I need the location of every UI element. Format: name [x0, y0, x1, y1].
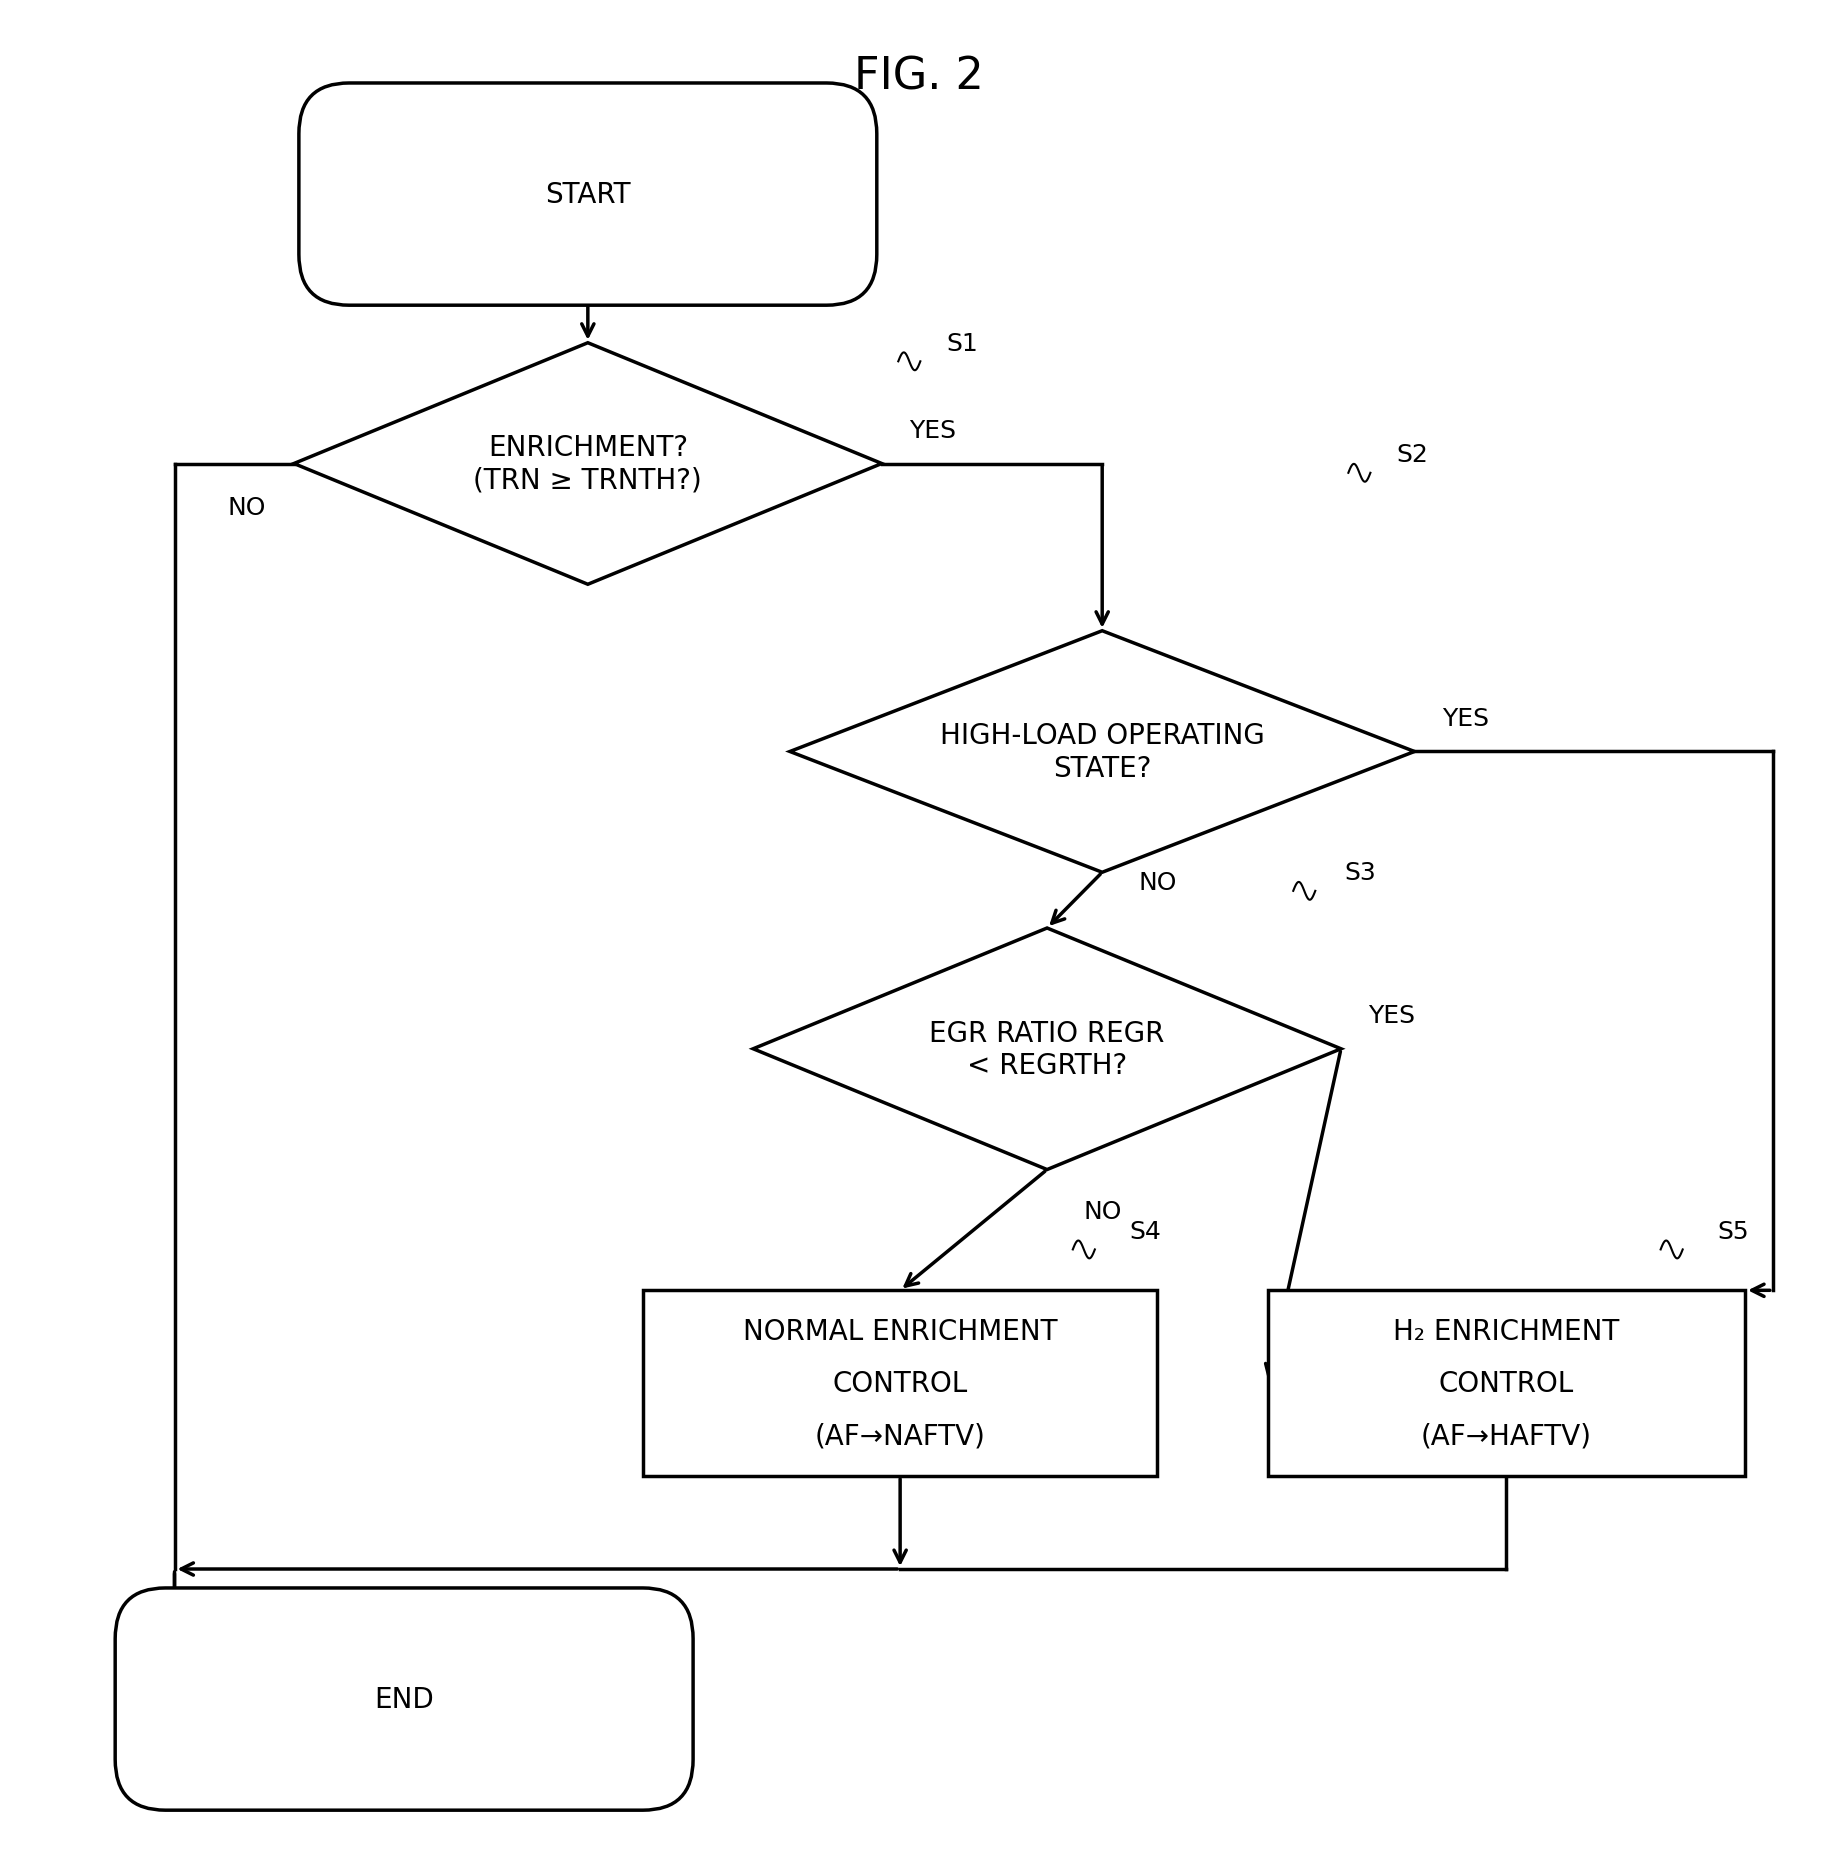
Polygon shape	[790, 631, 1414, 873]
Text: (AF→NAFTV): (AF→NAFTV)	[814, 1421, 986, 1450]
Text: HIGH-LOAD OPERATING
STATE?: HIGH-LOAD OPERATING STATE?	[941, 722, 1264, 782]
Text: S3: S3	[1345, 862, 1376, 884]
Text: CONTROL: CONTROL	[1438, 1369, 1574, 1398]
Bar	[1268, 1291, 1745, 1476]
Text: S2: S2	[1396, 444, 1427, 466]
Text: START: START	[546, 180, 630, 210]
Text: EGR RATIO REGR
< REGRTH?: EGR RATIO REGR < REGRTH?	[930, 1019, 1165, 1079]
Text: YES: YES	[909, 420, 957, 442]
Polygon shape	[294, 344, 882, 585]
Text: H₂ ENRICHMENT: H₂ ENRICHMENT	[1392, 1317, 1620, 1346]
Text: S5: S5	[1718, 1220, 1749, 1242]
Text: YES: YES	[1442, 708, 1490, 730]
Text: S1: S1	[946, 332, 977, 355]
Polygon shape	[753, 928, 1341, 1170]
FancyBboxPatch shape	[116, 1588, 693, 1811]
FancyBboxPatch shape	[299, 84, 876, 306]
Text: NORMAL ENRICHMENT: NORMAL ENRICHMENT	[742, 1317, 1058, 1346]
Text: (AF→HAFTV): (AF→HAFTV)	[1420, 1421, 1593, 1450]
Text: END: END	[375, 1684, 434, 1714]
Text: S4: S4	[1130, 1220, 1161, 1242]
Text: ENRICHMENT?
(TRN ≥ TRNTH?): ENRICHMENT? (TRN ≥ TRNTH?)	[474, 435, 702, 494]
Text: NO: NO	[1084, 1200, 1122, 1224]
Text: FIG. 2: FIG. 2	[854, 56, 983, 98]
Text: CONTROL: CONTROL	[832, 1369, 968, 1398]
Text: NO: NO	[228, 496, 266, 520]
Text: YES: YES	[1369, 1005, 1416, 1027]
Bar	[643, 1291, 1157, 1476]
Text: NO: NO	[1139, 871, 1178, 893]
